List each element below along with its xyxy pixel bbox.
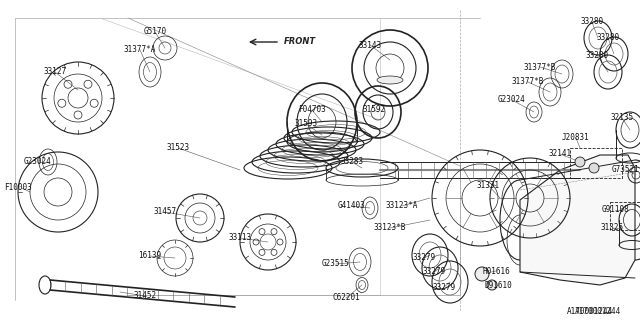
Text: G91108: G91108 <box>601 205 629 214</box>
Text: 31331: 31331 <box>476 180 500 189</box>
Text: 33279: 33279 <box>422 268 445 276</box>
Circle shape <box>487 280 497 290</box>
Circle shape <box>475 267 489 281</box>
Text: A170001244: A170001244 <box>575 307 621 316</box>
Circle shape <box>589 163 599 173</box>
Text: G23024: G23024 <box>498 95 526 105</box>
Text: 32135: 32135 <box>611 114 634 123</box>
Text: 33279: 33279 <box>433 283 456 292</box>
Text: 16139: 16139 <box>138 252 161 260</box>
Text: G23024: G23024 <box>24 157 52 166</box>
Text: 33280: 33280 <box>586 51 609 60</box>
Bar <box>570 148 622 178</box>
Text: H01616: H01616 <box>482 267 510 276</box>
Text: 33279: 33279 <box>412 253 436 262</box>
Circle shape <box>575 157 585 167</box>
Text: 33283: 33283 <box>340 157 364 166</box>
Text: 31377*B: 31377*B <box>512 77 544 86</box>
Text: 31457: 31457 <box>154 207 177 217</box>
Text: F04703: F04703 <box>298 106 326 115</box>
Text: 31377*B: 31377*B <box>524 62 556 71</box>
Text: 33127: 33127 <box>44 68 67 76</box>
Text: G41403: G41403 <box>338 202 366 211</box>
Text: FRONT: FRONT <box>284 37 316 46</box>
Text: 31592: 31592 <box>362 106 385 115</box>
Text: G5170: G5170 <box>143 28 166 36</box>
Text: 31452: 31452 <box>133 292 157 300</box>
Text: 31377*A: 31377*A <box>124 45 156 54</box>
Text: C62201: C62201 <box>332 293 360 302</box>
Text: 31593: 31593 <box>294 119 317 129</box>
Text: 33123*B: 33123*B <box>374 223 406 233</box>
Text: 33280: 33280 <box>580 18 604 27</box>
Text: 32141: 32141 <box>548 149 572 158</box>
Text: G23515: G23515 <box>322 260 350 268</box>
Text: J20831: J20831 <box>562 133 590 142</box>
Bar <box>610 202 640 230</box>
Text: D91610: D91610 <box>484 281 512 290</box>
Ellipse shape <box>377 76 403 84</box>
Text: A170001244: A170001244 <box>567 307 613 316</box>
Text: 31325: 31325 <box>600 223 623 233</box>
Text: 33280: 33280 <box>596 34 620 43</box>
Text: 33113: 33113 <box>228 234 252 243</box>
Polygon shape <box>520 155 635 285</box>
Text: 33123*A: 33123*A <box>386 202 418 211</box>
Text: G73521: G73521 <box>612 165 640 174</box>
Text: 33143: 33143 <box>358 41 381 50</box>
Text: F10003: F10003 <box>4 183 32 193</box>
Text: 31523: 31523 <box>166 143 189 153</box>
